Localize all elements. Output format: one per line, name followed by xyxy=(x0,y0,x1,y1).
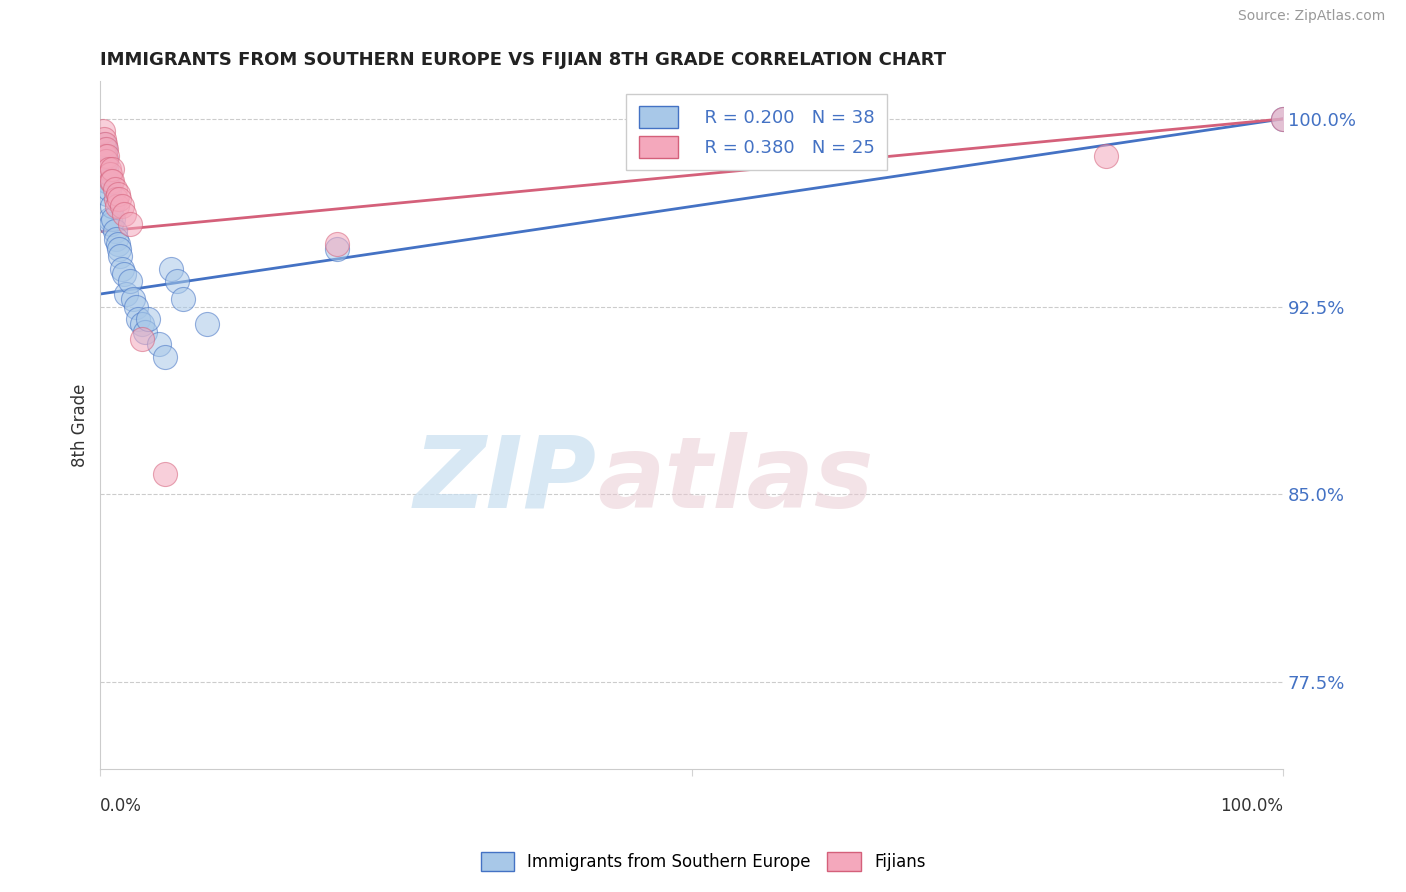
Point xyxy=(96,154,118,169)
Point xyxy=(111,199,134,213)
Point xyxy=(155,350,177,364)
Point xyxy=(101,161,124,176)
Point xyxy=(93,132,115,146)
Point xyxy=(108,242,131,256)
Point xyxy=(94,154,117,169)
Point xyxy=(103,211,125,226)
Point xyxy=(97,182,120,196)
Point xyxy=(122,292,145,306)
Text: IMMIGRANTS FROM SOUTHERN EUROPE VS FIJIAN 8TH GRADE CORRELATION CHART: IMMIGRANTS FROM SOUTHERN EUROPE VS FIJIA… xyxy=(100,51,946,69)
Text: 100.0%: 100.0% xyxy=(1220,797,1284,814)
Point xyxy=(1272,112,1295,126)
Point xyxy=(104,192,127,206)
Text: atlas: atlas xyxy=(598,432,873,529)
Point xyxy=(115,287,138,301)
Point xyxy=(107,237,129,252)
Y-axis label: 8th Grade: 8th Grade xyxy=(72,384,89,467)
Point xyxy=(1094,149,1116,163)
Point xyxy=(100,174,122,188)
Point xyxy=(111,262,134,277)
Point xyxy=(118,217,141,231)
Point xyxy=(110,250,132,264)
Point xyxy=(98,167,121,181)
Point xyxy=(131,332,153,346)
Point xyxy=(100,217,122,231)
Point xyxy=(112,207,135,221)
Point xyxy=(91,142,114,156)
Point xyxy=(118,275,141,289)
Point xyxy=(107,186,129,201)
Point xyxy=(148,337,170,351)
Point xyxy=(136,312,159,326)
Point xyxy=(98,211,121,226)
Text: ZIP: ZIP xyxy=(413,432,598,529)
Point xyxy=(108,192,131,206)
Point xyxy=(127,312,149,326)
Point xyxy=(103,182,125,196)
Point xyxy=(93,136,115,151)
Legend: Immigrants from Southern Europe, Fijians: Immigrants from Southern Europe, Fijians xyxy=(472,843,934,880)
Point xyxy=(326,237,349,252)
Point xyxy=(166,275,188,289)
Point xyxy=(94,149,117,163)
Point xyxy=(326,242,349,256)
Point xyxy=(94,136,117,151)
Legend:   R = 0.200   N = 38,   R = 0.380   N = 25: R = 0.200 N = 38, R = 0.380 N = 25 xyxy=(626,94,887,170)
Point xyxy=(131,317,153,331)
Point xyxy=(96,152,118,166)
Point xyxy=(125,300,148,314)
Point xyxy=(172,292,194,306)
Point xyxy=(155,467,177,482)
Point xyxy=(96,142,118,156)
Point xyxy=(195,317,218,331)
Point xyxy=(96,186,118,201)
Point xyxy=(1272,112,1295,126)
Point xyxy=(112,267,135,281)
Point xyxy=(105,199,128,213)
Point xyxy=(96,161,118,176)
Point xyxy=(96,174,118,188)
Text: 0.0%: 0.0% xyxy=(100,797,142,814)
Point xyxy=(96,149,118,163)
Point xyxy=(160,262,183,277)
Point xyxy=(101,199,124,213)
Point xyxy=(104,232,127,246)
Point xyxy=(97,161,120,176)
Point xyxy=(103,224,125,238)
Point xyxy=(94,142,117,156)
Point xyxy=(93,149,115,163)
Point xyxy=(101,174,124,188)
Point xyxy=(134,325,156,339)
Point xyxy=(96,174,118,188)
Point xyxy=(91,124,114,138)
Text: Source: ZipAtlas.com: Source: ZipAtlas.com xyxy=(1237,9,1385,22)
